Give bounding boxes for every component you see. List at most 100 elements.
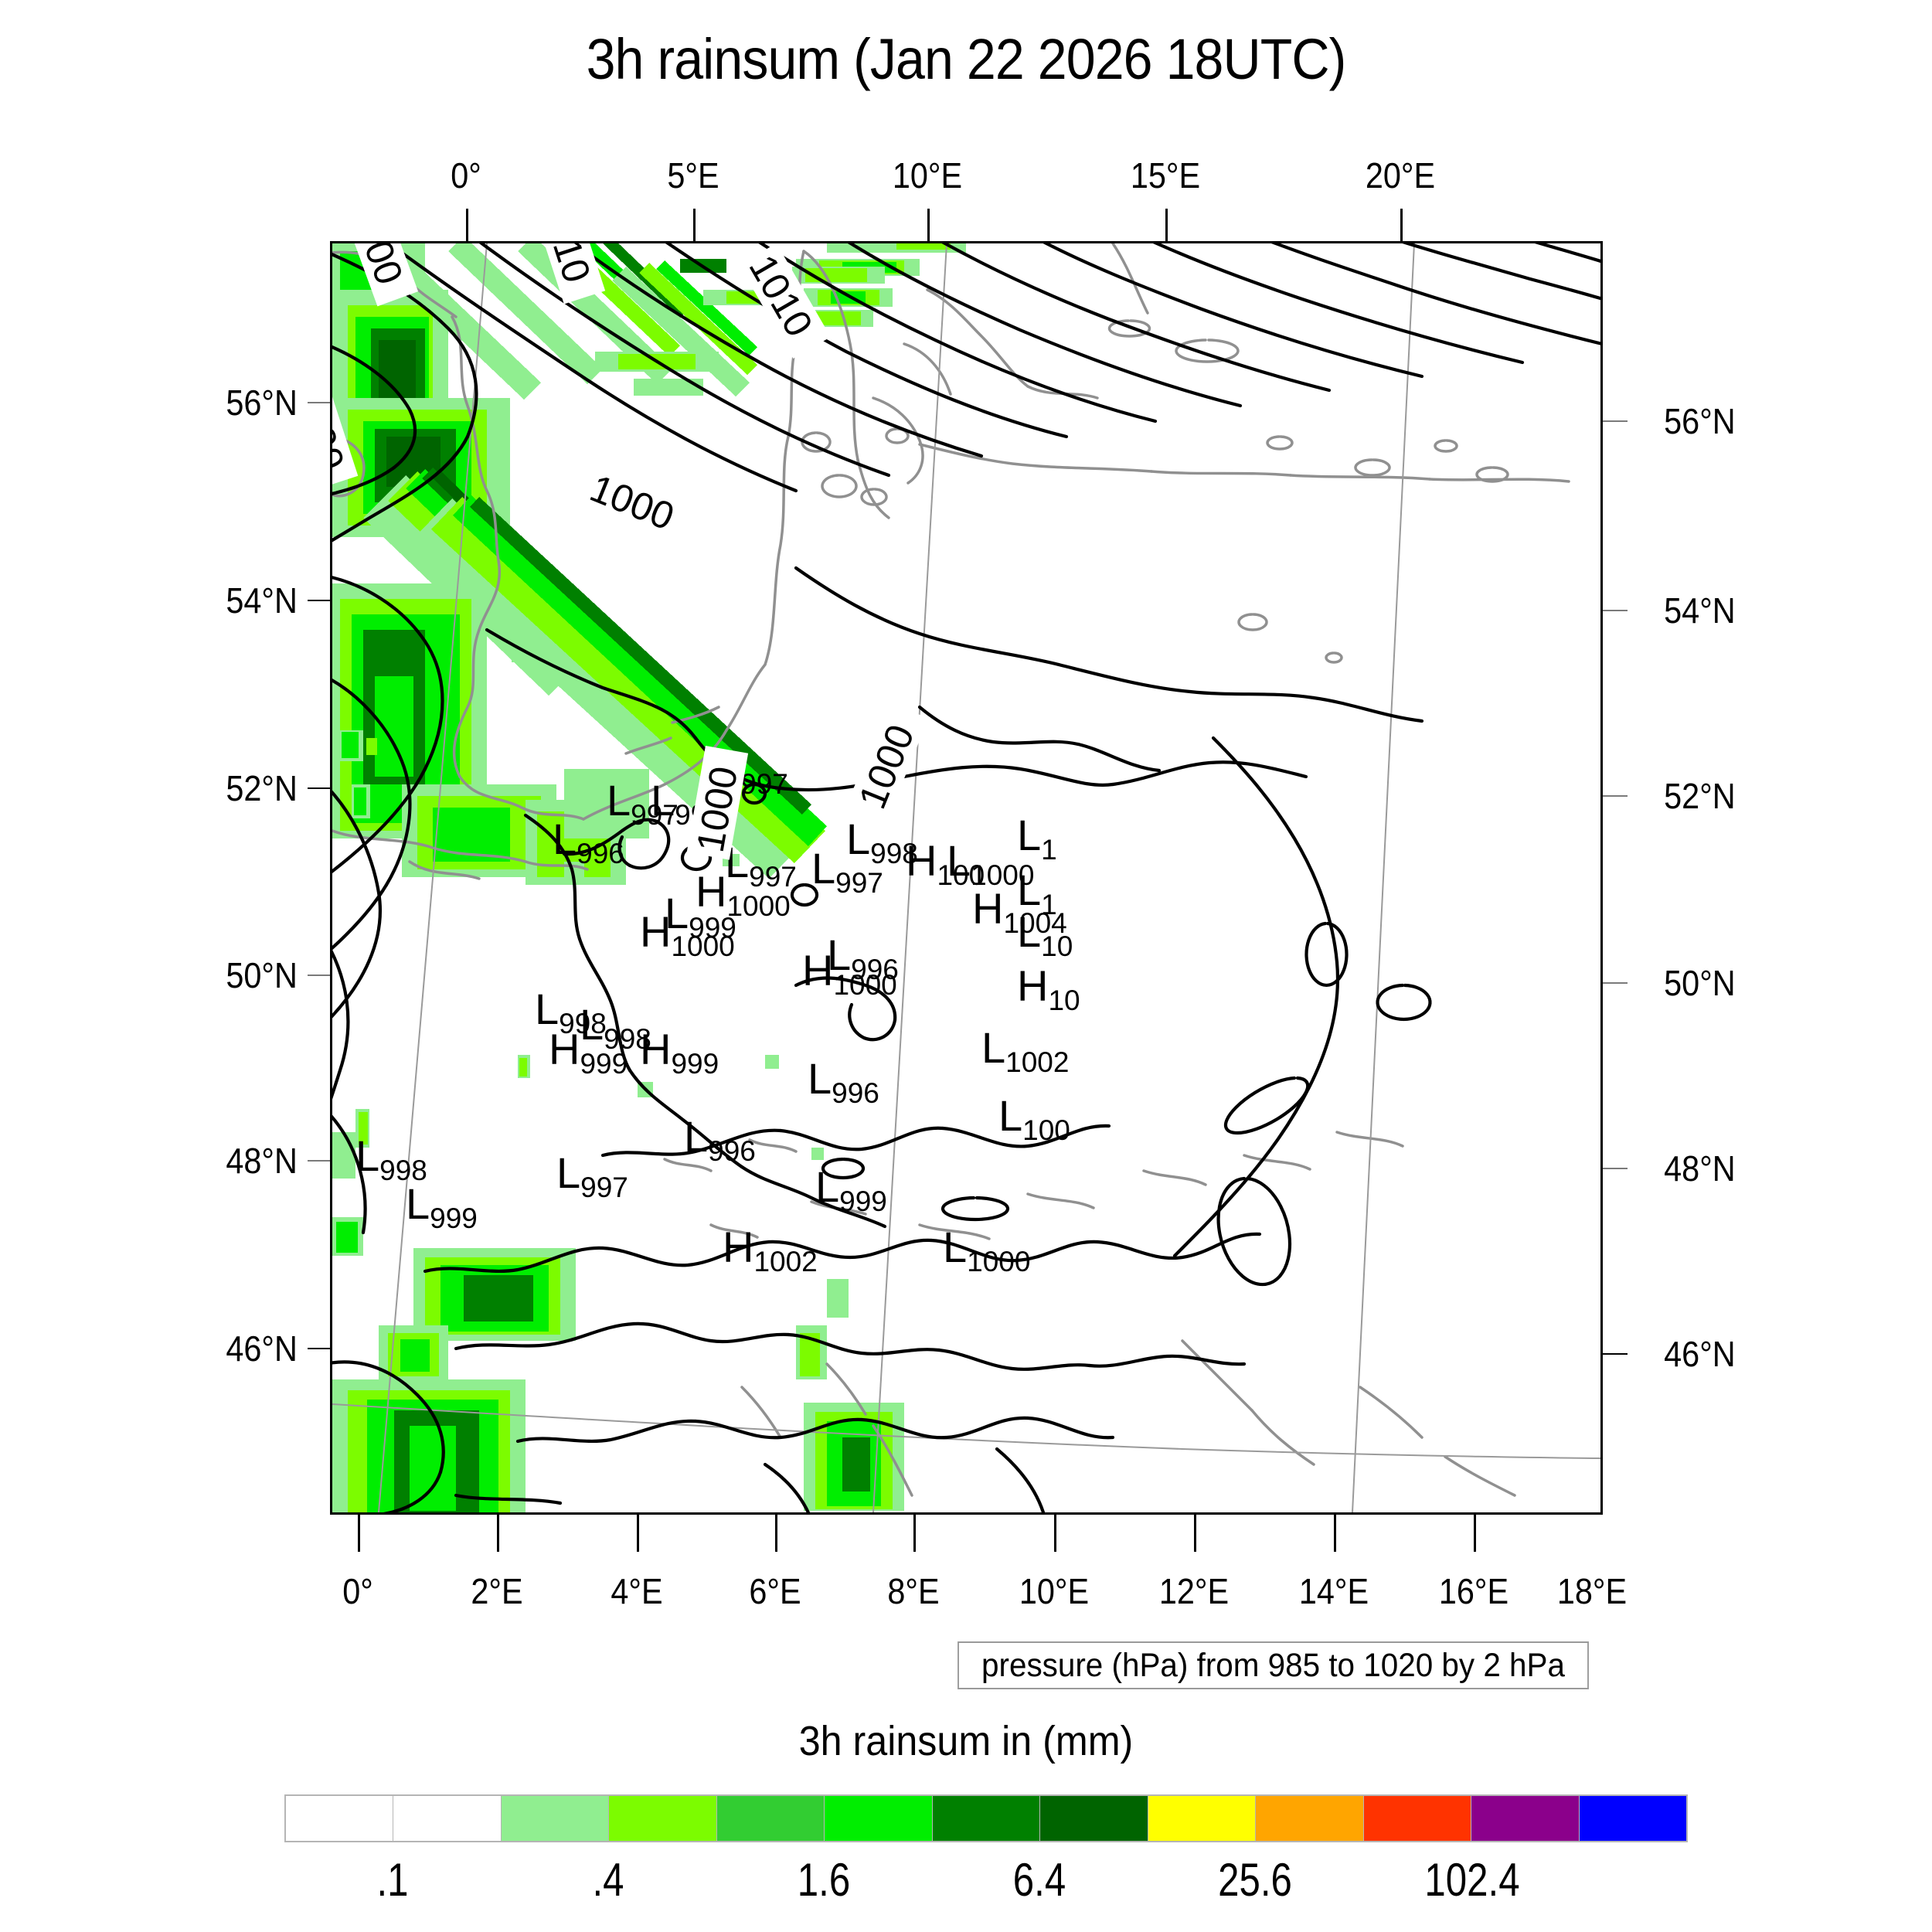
svg-text:L999: L999 [406,1179,478,1234]
right-tick-1 [1603,610,1628,611]
colorbar-cell-7 [1040,1796,1148,1841]
colorbar-cell-8 [1148,1796,1257,1841]
top-tick-4 [1400,209,1403,241]
right-axis-label-4: 48°N [1664,1148,1736,1189]
svg-text:L1002: L1002 [981,1023,1069,1078]
colorbar-cell-11 [1471,1796,1580,1841]
top-tick-3 [1165,209,1168,241]
bottom-axis-label-4: 8°E [887,1571,940,1611]
bottom-axis-label-6: 12°E [1158,1571,1230,1611]
svg-text:L1: L1 [1017,811,1057,866]
coastlines [332,243,1570,1497]
colorbar-tick-label-2: 1.6 [797,1854,851,1906]
map-plot-area[interactable]: L996 L997 L997 L997 L997 L997 H1000 H100… [330,241,1603,1515]
bottom-axis-label-8: 16°E [1438,1571,1509,1611]
right-tick-0 [1603,420,1628,422]
left-axis-label-5: 46°N [226,1328,298,1369]
left-tick-1 [308,600,331,601]
colorbar-cell-2 [501,1796,610,1841]
right-tick-5 [1603,1353,1628,1355]
bottom-tick-0 [358,1515,360,1552]
svg-text:L999: L999 [815,1162,887,1217]
bottom-axis-label-0: 0° [342,1571,373,1611]
svg-text:L997: L997 [556,1148,628,1203]
colorbar-tick-label-1: .4 [592,1854,624,1906]
left-axis-label-1: 54°N [226,580,298,621]
right-axis-label-5: 46°N [1664,1334,1736,1374]
svg-text:1000: 1000 [584,466,680,539]
svg-text:L1000: L1000 [943,1223,1030,1277]
colorbar-tick-label-5: 102.4 [1424,1854,1520,1906]
svg-text:L998: L998 [846,815,918,869]
bottom-tick-6 [1194,1515,1196,1552]
graticule [332,243,1600,1512]
svg-text:H1002: H1002 [723,1223,818,1277]
precipitation-shading [332,243,966,1512]
colorbar-tick-label-3: 6.4 [1012,1854,1066,1906]
top-tick-1 [693,209,696,241]
svg-text:H999: H999 [549,1025,628,1080]
colorbar-cell-5 [825,1796,933,1841]
colorbar-cell-1 [393,1796,502,1841]
colorbar-cell-12 [1579,1796,1687,1841]
right-axis-label-1: 54°N [1664,590,1736,631]
left-axis-label-0: 56°N [226,383,298,423]
colorbar-cell-6 [932,1796,1041,1841]
bottom-axis-label-9: 18°E [1556,1571,1628,1611]
page-title: 3h rainsum (Jan 22 2026 18UTC) [586,27,1347,91]
bottom-axis-label-7: 14°E [1298,1571,1369,1611]
left-axis-label-4: 48°N [226,1141,298,1181]
colorbar-tick-label-0: .1 [376,1854,409,1906]
svg-text:1000: 1000 [850,719,923,815]
top-tick-2 [927,209,930,241]
svg-text:H10: H10 [1017,961,1080,1016]
bottom-axis-label-2: 4°E [611,1571,663,1611]
colorbar-cell-10 [1363,1796,1472,1841]
svg-text:H999: H999 [640,1025,719,1080]
left-tick-3 [308,975,331,976]
top-axis-label-0: 0° [451,155,481,196]
left-tick-2 [308,787,331,789]
right-axis-label-0: 56°N [1664,401,1736,441]
top-axis-label-2: 10°E [892,155,963,196]
bottom-tick-5 [1054,1515,1056,1552]
right-tick-4 [1603,1168,1628,1169]
right-tick-3 [1603,982,1628,984]
top-tick-0 [466,209,468,241]
colorbar-cell-0 [286,1796,394,1841]
right-axis-label-2: 52°N [1664,776,1736,816]
colorbar-title: 3h rainsum in (mm) [798,1718,1134,1764]
top-axis-label-4: 20°E [1365,155,1436,196]
svg-text:L1: L1 [1017,866,1057,920]
pressure-legend-box: pressure (hPa) from 985 to 1020 by 2 hPa [957,1641,1589,1689]
top-axis-label-1: 5°E [667,155,719,196]
bottom-tick-3 [775,1515,777,1552]
bottom-tick-2 [637,1515,639,1552]
left-tick-5 [308,1348,331,1349]
svg-text:L100: L100 [998,1091,1070,1146]
colorbar-cell-4 [716,1796,825,1841]
colorbar[interactable] [284,1794,1688,1842]
map-canvas: L996 L997 L997 L997 L997 L997 H1000 H100… [332,243,1600,1512]
colorbar-cell-9 [1256,1796,1364,1841]
bottom-axis-label-3: 6°E [749,1571,801,1611]
bottom-tick-1 [497,1515,499,1552]
svg-text:L996: L996 [808,1054,879,1109]
bottom-tick-4 [913,1515,916,1552]
left-tick-4 [308,1160,331,1162]
svg-text:L998: L998 [580,1000,651,1055]
pressure-legend-text: pressure (hPa) from 985 to 1020 by 2 hPa [981,1646,1565,1684]
top-axis-label-3: 15°E [1130,155,1201,196]
bottom-axis-label-5: 10°E [1019,1571,1090,1611]
svg-text:L996: L996 [684,1112,756,1167]
isobars [332,243,1600,1512]
bottom-axis-label-1: 2°E [471,1571,523,1611]
svg-text:L998: L998 [355,1131,427,1186]
right-axis-label-3: 50°N [1664,963,1736,1003]
left-tick-0 [308,402,331,403]
bottom-tick-8 [1474,1515,1476,1552]
colorbar-cell-3 [609,1796,717,1841]
bottom-tick-7 [1334,1515,1336,1552]
right-tick-2 [1603,795,1628,797]
